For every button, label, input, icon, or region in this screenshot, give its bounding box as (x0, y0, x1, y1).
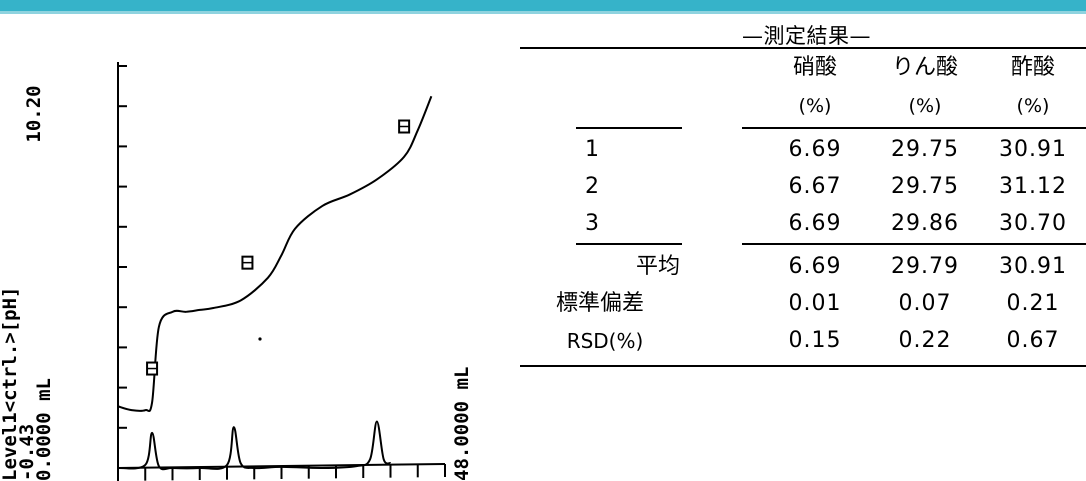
table-cell: 6.69 (788, 137, 842, 162)
table-cell: 31.12 (999, 174, 1067, 199)
endpoint-markers (146, 119, 411, 376)
derivative-curve (117, 420, 391, 471)
titration-plot: 10.20 Level1<ctrl.>[pH] -0.43 0.0000 mL … (0, 62, 473, 481)
rule-stats-left (576, 243, 682, 245)
table-cell: 29.75 (891, 174, 959, 199)
speck (258, 337, 262, 341)
table-cell: 0.67 (1006, 328, 1060, 353)
top-accent-bar (0, 0, 1086, 14)
table-cell: 6.69 (788, 211, 842, 236)
table-cell: 30.70 (999, 211, 1067, 236)
unit-phosphoric: (%) (908, 95, 942, 117)
unit-acetic: (%) (1016, 95, 1050, 117)
row-label: 1 (585, 137, 599, 162)
table-cell: 0.22 (898, 328, 952, 353)
stat-label-sd: 標準偏差 (555, 291, 644, 316)
x-max-label: 48.0000 mL (451, 367, 473, 481)
y-min-label: -0.43 (16, 424, 38, 481)
rule-header-right (742, 127, 1086, 129)
rule-top (520, 47, 1086, 49)
x-min-label: 0.0000 mL (33, 378, 55, 481)
table-cell: 29.79 (891, 254, 959, 279)
series-group (117, 95, 433, 471)
rule-header-left (576, 127, 682, 129)
header-nitric: 硝酸 (792, 55, 837, 80)
rule-bottom (520, 365, 1086, 367)
table-cell: 30.91 (999, 254, 1067, 279)
y-axis-label: Level1<ctrl.>[pH] (0, 287, 21, 481)
stat-label-rsd: RSD(%) (566, 329, 644, 353)
stat-label-mean: 平均 (635, 254, 680, 279)
table-cell: 29.75 (891, 137, 959, 162)
table-cell: 0.01 (788, 291, 842, 316)
rule-stats-right (742, 243, 1086, 245)
table-cell: 29.86 (891, 211, 959, 236)
table-cell: 6.69 (788, 254, 842, 279)
table-cell: 0.15 (788, 328, 842, 353)
row-label: 3 (585, 211, 599, 236)
table-cell: 0.21 (1006, 291, 1060, 316)
results-title: —測定結果— (742, 24, 871, 48)
y-max-label: 10.20 (23, 85, 45, 142)
table-cell: 6.67 (788, 174, 842, 199)
unit-nitric: (%) (798, 95, 832, 117)
titration-curve (117, 95, 433, 413)
table-cell: 30.91 (999, 137, 1067, 162)
table-cell: 0.07 (898, 291, 952, 316)
header-acetic: 酢酸 (1010, 55, 1055, 80)
row-label: 2 (585, 174, 599, 199)
header-phosphoric: りん酸 (891, 55, 958, 80)
